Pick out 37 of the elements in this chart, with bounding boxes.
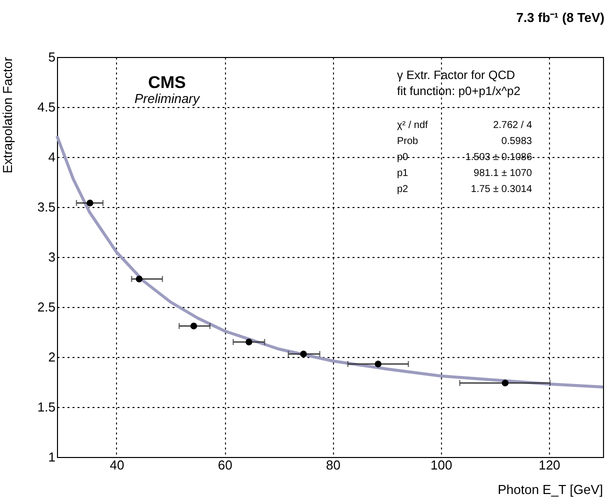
annotation: Preliminary: [134, 91, 202, 106]
y-tick-label: 1.5: [37, 400, 56, 414]
annotation: χ² / ndf: [397, 120, 428, 131]
point: [246, 338, 252, 346]
line-series: [56, 134, 604, 388]
annotation: p2: [397, 184, 409, 195]
x-axis-title: Photon E_T [GeV]: [498, 482, 603, 497]
y-tick-label: 3.5: [37, 200, 56, 214]
x-tick-label: 60: [218, 458, 232, 472]
y-tick-label: 5: [48, 50, 56, 64]
point: [374, 360, 382, 368]
annotation: CMS: [148, 73, 186, 92]
y-tick-label: 2: [48, 350, 56, 364]
annotation: 981.1 ± 1070: [474, 168, 532, 179]
annotation: γ Extr. Factor for QCD: [397, 68, 516, 82]
chart-title: 7.3 fb⁻¹ (8 TeV): [516, 10, 604, 25]
y-tick-label: 1: [48, 450, 56, 464]
point: [86, 200, 94, 206]
point: [300, 350, 307, 358]
x-tick-label: 40: [110, 458, 124, 472]
annotation: 1.75 ± 0.3014: [470, 184, 532, 195]
point: [502, 380, 509, 386]
y-tick-label: 4.5: [37, 100, 56, 114]
point: [136, 276, 143, 282]
y-axis-title: Extrapolation Factor: [0, 56, 15, 174]
point: [190, 322, 198, 330]
y-tick-label: 2.5: [37, 300, 56, 314]
y-tick-label: 3: [48, 250, 56, 264]
x-tick-label: 100: [430, 458, 452, 472]
x-tick-label: 80: [326, 458, 340, 472]
annotation: 0.5983: [501, 136, 532, 147]
y-tick-label: 4: [48, 150, 56, 164]
x-tick-label: 120: [538, 458, 560, 472]
annotation: fit function: p0+p1/x^p2: [397, 84, 521, 98]
annotation: p1: [397, 168, 409, 179]
annotation: 2.762 / 4: [493, 120, 532, 131]
annotation: Prob: [397, 136, 419, 147]
